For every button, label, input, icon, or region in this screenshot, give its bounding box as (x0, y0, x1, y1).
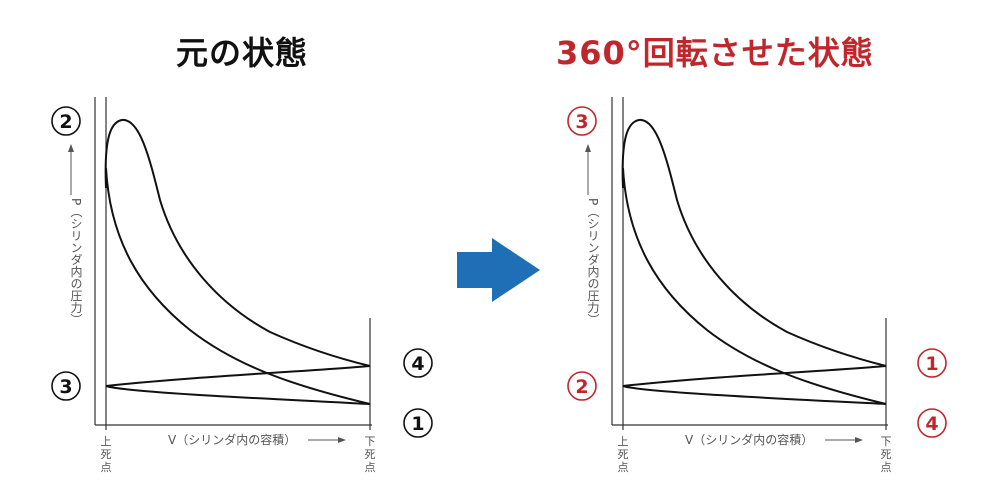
right-pv-diagram: P（シリンダ内の圧力） V（シリンダ内の容積） 上 死 点 下 死 点 3 2 … (567, 97, 947, 474)
left-v-axis-label: V（シリンダ内の容積） (168, 432, 296, 447)
left-tdc-char-3: 点 (101, 461, 112, 474)
svg-text:1: 1 (411, 413, 424, 435)
left-p-axis-label: P（シリンダ内の圧力） (69, 198, 83, 325)
svg-text:4: 4 (925, 413, 938, 435)
right-bdc-char-1: 下 (881, 435, 892, 448)
left-marker-middle-right: 4 (403, 348, 433, 378)
right-compression-curve (622, 167, 887, 405)
left-expansion-curve (104, 118, 371, 367)
left-marker-middle-left: 3 (51, 371, 81, 401)
right-marker-top: 3 (567, 106, 597, 136)
rotated-state-title: 360°回転させた状態 (556, 34, 874, 72)
left-pv-diagram: P（シリンダ内の圧力） V（シリンダ内の容積） 上 死 点 下 死 点 2 3 … (51, 97, 433, 474)
left-tdc-char-1: 上 (101, 435, 112, 448)
original-state-title: 元の状態 (176, 34, 309, 72)
rotation-arrow-icon (457, 238, 540, 302)
right-tdc-char-2: 死 (618, 448, 629, 461)
right-p-axis-label: P（シリンダ内の圧力） (586, 198, 600, 325)
left-v-arrow-head (338, 437, 346, 443)
right-tdc-char-3: 点 (618, 461, 629, 474)
left-bdc-char-3: 点 (365, 461, 376, 474)
svg-text:2: 2 (575, 376, 588, 398)
right-marker-bottom-right: 4 (917, 408, 947, 438)
svg-text:3: 3 (575, 111, 588, 133)
right-marker-middle-right: 1 (917, 348, 947, 378)
right-bdc-char-2: 死 (881, 448, 892, 461)
left-marker-bottom-right: 1 (403, 408, 433, 438)
right-expansion-curve (621, 118, 887, 367)
left-bdc-char-2: 死 (365, 448, 376, 461)
left-bdc-char-1: 下 (365, 435, 376, 448)
left-p-arrow-head (68, 144, 74, 152)
svg-text:1: 1 (925, 353, 938, 375)
right-bdc-char-3: 点 (881, 461, 892, 474)
left-exchange-loop (105, 365, 371, 405)
svg-text:3: 3 (59, 376, 72, 398)
svg-text:4: 4 (411, 353, 424, 375)
right-tdc-char-1: 上 (618, 435, 629, 448)
right-p-arrow-head (585, 144, 591, 152)
left-marker-top: 2 (51, 106, 81, 136)
right-marker-middle-left: 2 (567, 371, 597, 401)
right-v-arrow-head (855, 437, 863, 443)
left-compression-curve (105, 167, 371, 405)
right-exchange-loop (622, 365, 887, 405)
left-tdc-char-2: 死 (101, 448, 112, 461)
right-v-axis-label: V（シリンダ内の容積） (685, 432, 813, 447)
svg-text:2: 2 (59, 111, 72, 133)
